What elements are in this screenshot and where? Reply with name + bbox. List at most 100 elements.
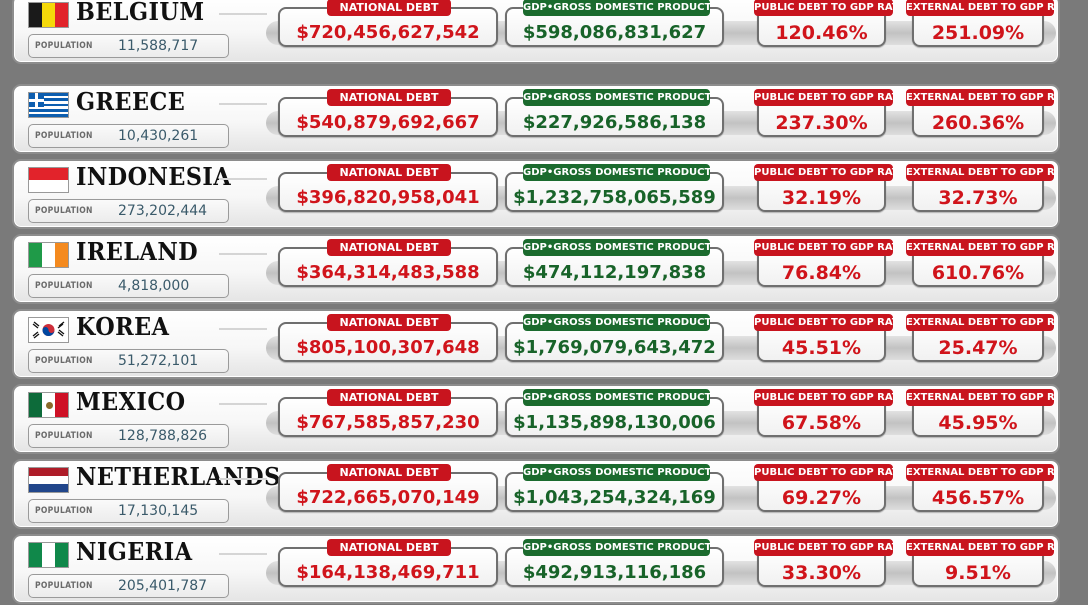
divider [219,403,267,405]
public-debt-ratio-box: PUBLIC DEBT TO GDP RATIO 67.58% [754,389,893,437]
country-row-netherlands[interactable]: NETHERLANDS POPULATION 17,130,145 NATION… [12,459,1060,529]
divider [219,253,267,255]
gdp-box: GDP•GROSS DOMESTIC PRODUCT $1,769,079,64… [505,314,724,362]
external-debt-ratio-badge: EXTERNAL DEBT TO GDP RATIO [906,464,1054,481]
country-name: KOREA [76,312,170,341]
population-box: POPULATION 4,818,000 [28,274,229,298]
country-name: IRELAND [76,237,199,266]
country-name: MEXICO [76,387,186,416]
gdp-badge: GDP•GROSS DOMESTIC PRODUCT [523,539,710,556]
public-debt-ratio-box: PUBLIC DEBT TO GDP RATIO 76.84% [754,239,893,287]
external-debt-ratio-badge: EXTERNAL DEBT TO GDP RATIO [906,314,1054,331]
public-debt-ratio-box: PUBLIC DEBT TO GDP RATIO 45.51% [754,314,893,362]
gdp-value: $1,043,254,324,169 [513,487,716,508]
population-label: POPULATION [35,281,93,291]
national-debt-badge: NATIONAL DEBT [327,539,451,556]
country-row-ireland[interactable]: IRELAND POPULATION 4,818,000 NATIONAL DE… [12,234,1060,304]
country-row-belgium[interactable]: BELGIUM POPULATION 11,588,717 NATIONAL D… [12,0,1060,64]
population-value: 51,272,101 [118,353,199,369]
public-debt-ratio-badge: PUBLIC DEBT TO GDP RATIO [754,539,893,556]
public-debt-ratio-box: PUBLIC DEBT TO GDP RATIO 33.30% [754,539,893,587]
greece-flag-icon [28,92,69,118]
external-debt-ratio-box: EXTERNAL DEBT TO GDP RATIO 610.76% [906,239,1054,287]
public-debt-ratio-badge: PUBLIC DEBT TO GDP RATIO [754,314,893,331]
public-debt-ratio-box: PUBLIC DEBT TO GDP RATIO 237.30% [754,89,893,137]
public-debt-ratio-value: 69.27% [781,487,862,509]
public-debt-ratio-badge: PUBLIC DEBT TO GDP RATIO [754,89,893,106]
national-debt-box: NATIONAL DEBT $364,314,483,588 [278,239,498,287]
national-debt-badge: NATIONAL DEBT [327,239,451,256]
population-value: 128,788,826 [118,428,208,444]
gdp-value: $1,232,758,065,589 [513,187,716,208]
national-debt-badge: NATIONAL DEBT [327,389,451,406]
external-debt-ratio-badge: EXTERNAL DEBT TO GDP RATIO [906,389,1054,406]
gdp-badge: GDP•GROSS DOMESTIC PRODUCT [523,89,710,106]
national-debt-badge: NATIONAL DEBT [327,89,451,106]
national-debt-badge: NATIONAL DEBT [327,164,451,181]
public-debt-ratio-box: PUBLIC DEBT TO GDP RATIO 32.19% [754,164,893,212]
population-box: POPULATION 11,588,717 [28,34,229,58]
external-debt-ratio-box: EXTERNAL DEBT TO GDP RATIO 260.36% [906,89,1054,137]
external-debt-ratio-box: EXTERNAL DEBT TO GDP RATIO 9.51% [906,539,1054,587]
public-debt-ratio-badge: PUBLIC DEBT TO GDP RATIO [754,164,893,181]
external-debt-ratio-box: EXTERNAL DEBT TO GDP RATIO 32.73% [906,164,1054,212]
mexico-flag-icon [28,392,69,418]
gdp-badge: GDP•GROSS DOMESTIC PRODUCT [523,239,710,256]
national-debt-box: NATIONAL DEBT $722,665,070,149 [278,464,498,512]
national-debt-badge: NATIONAL DEBT [327,464,451,481]
country-row-nigeria[interactable]: NIGERIA POPULATION 205,401,787 NATIONAL … [12,534,1060,604]
population-box: POPULATION 273,202,444 [28,199,229,223]
external-debt-ratio-value: 456.57% [931,487,1025,509]
public-debt-ratio-value: 237.30% [775,112,868,134]
public-debt-ratio-box: PUBLIC DEBT TO GDP RATIO 69.27% [754,464,893,512]
country-row-korea[interactable]: KOREA POPULATION 51,272,101 NATIONAL DEB… [12,309,1060,379]
public-debt-ratio-badge: PUBLIC DEBT TO GDP RATIO [754,239,893,256]
gdp-box: GDP•GROSS DOMESTIC PRODUCT $474,112,197,… [505,239,724,287]
national-debt-value: $722,665,070,149 [296,487,480,508]
external-debt-ratio-box: EXTERNAL DEBT TO GDP RATIO 25.47% [906,314,1054,362]
country-row-indonesia[interactable]: INDONESIA POPULATION 273,202,444 NATIONA… [12,159,1060,229]
gdp-badge: GDP•GROSS DOMESTIC PRODUCT [523,389,710,406]
gdp-value: $474,112,197,838 [522,262,707,283]
external-debt-ratio-badge: EXTERNAL DEBT TO GDP RATIO [906,539,1054,556]
gdp-value: $1,135,898,130,006 [513,412,716,433]
netherlands-flag-icon [28,467,69,493]
population-label: POPULATION [35,581,93,591]
public-debt-ratio-badge: PUBLIC DEBT TO GDP RATIO [754,464,893,481]
country-name: NIGERIA [76,537,193,566]
national-debt-box: NATIONAL DEBT $396,820,958,041 [278,164,498,212]
population-value: 273,202,444 [118,203,208,219]
indonesia-flag-icon [28,167,69,193]
gdp-box: GDP•GROSS DOMESTIC PRODUCT $598,086,831,… [505,0,724,47]
external-debt-ratio-box: EXTERNAL DEBT TO GDP RATIO 45.95% [906,389,1054,437]
national-debt-box: NATIONAL DEBT $720,456,627,542 [278,0,498,47]
population-label: POPULATION [35,356,93,366]
gdp-value: $598,086,831,627 [522,22,707,43]
population-value: 10,430,261 [118,128,199,144]
external-debt-ratio-box: EXTERNAL DEBT TO GDP RATIO 456.57% [906,464,1054,512]
population-box: POPULATION 10,430,261 [28,124,229,148]
public-debt-ratio-value: 67.58% [781,412,862,434]
external-debt-ratio-box: EXTERNAL DEBT TO GDP RATIO 251.09% [906,0,1054,47]
divider [219,103,267,105]
external-debt-ratio-value: 9.51% [945,562,1011,584]
belgium-flag-icon [28,2,69,28]
country-name: GREECE [76,87,186,116]
population-value: 11,588,717 [118,38,199,54]
public-debt-ratio-badge: PUBLIC DEBT TO GDP RATIO [754,0,893,16]
country-row-mexico[interactable]: MEXICO POPULATION 128,788,826 NATIONAL D… [12,384,1060,454]
population-label: POPULATION [35,206,93,216]
national-debt-value: $720,456,627,542 [296,22,480,43]
national-debt-value: $364,314,483,588 [296,262,480,283]
population-box: POPULATION 205,401,787 [28,574,229,598]
gdp-value: $492,913,116,186 [522,562,707,583]
divider [219,178,267,180]
korea-flag-icon [28,317,69,343]
gdp-badge: GDP•GROSS DOMESTIC PRODUCT [523,464,710,481]
country-row-greece[interactable]: GREECE POPULATION 10,430,261 NATIONAL DE… [12,84,1060,154]
public-debt-ratio-badge: PUBLIC DEBT TO GDP RATIO [754,389,893,406]
population-label: POPULATION [35,431,93,441]
population-box: POPULATION 128,788,826 [28,424,229,448]
national-debt-badge: NATIONAL DEBT [327,314,451,331]
